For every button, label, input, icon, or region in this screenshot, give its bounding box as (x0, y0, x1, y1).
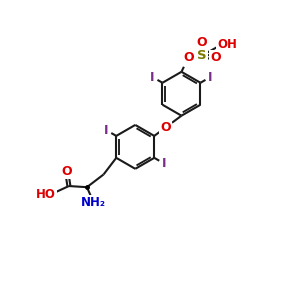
Text: I: I (208, 70, 213, 83)
Text: I: I (150, 70, 155, 83)
Text: I: I (104, 124, 109, 136)
Text: O: O (196, 36, 207, 50)
Text: O: O (61, 164, 72, 178)
Text: S: S (197, 49, 207, 62)
Text: HO: HO (36, 188, 56, 201)
Text: O: O (160, 121, 171, 134)
Text: NH₂: NH₂ (81, 196, 106, 209)
Text: O: O (183, 51, 194, 64)
Text: OH: OH (217, 38, 237, 51)
Text: I: I (162, 157, 166, 170)
Text: O: O (210, 51, 220, 64)
